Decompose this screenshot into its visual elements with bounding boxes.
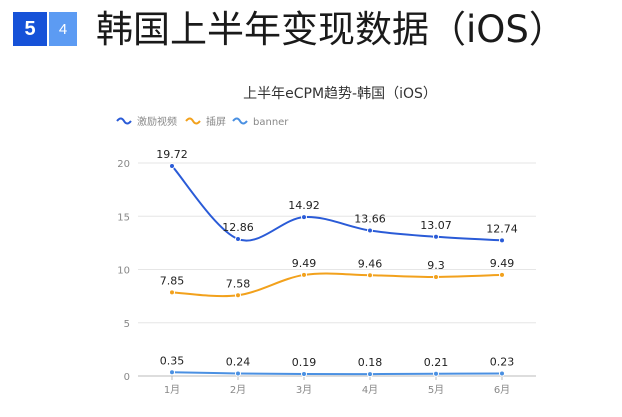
data-point [499,237,505,244]
data-label: 9.49 [292,257,317,270]
series-1: 19.72 12.86 14.92 13.66 13.07 12.74 [156,148,518,244]
x-tick-label: 6月 [494,384,510,396]
data-label: 14.92 [288,199,320,212]
data-point [235,370,241,377]
x-tick-label: 3月 [296,384,312,396]
data-label: 0.18 [358,356,383,369]
data-point [169,369,175,376]
data-label: 19.72 [156,148,188,161]
x-tick-label: 5月 [428,384,444,396]
series-line [171,272,503,298]
data-point [433,273,439,280]
y-tick-label: 5 [124,319,130,330]
chart-grid [138,162,536,377]
y-tick-label: 15 [117,212,130,223]
data-point [433,370,439,377]
data-label: 9.49 [490,257,515,270]
chart-legend: 激励视频 插屏 banner [116,115,289,128]
legend-swatch [185,117,201,125]
series-2: 7.85 7.58 9.49 9.46 9.3 9.49 [160,257,515,299]
data-point [301,214,307,221]
data-point [433,233,439,240]
page-title: 韩国上半年变现数据（iOS） [96,8,566,51]
legend-label: banner [253,117,289,128]
data-point [499,271,505,278]
y-tick-label: 20 [117,159,130,170]
legend-label: 插屏 [206,115,226,128]
series-line [171,371,503,376]
data-label: 9.3 [427,259,445,272]
data-point [235,292,241,299]
section-number-badge: 5 [13,12,47,46]
y-axis-ticks: 0 5 10 15 20 [117,159,130,383]
data-label: 12.86 [222,221,254,234]
data-point [367,227,373,234]
x-tick-label: 2月 [230,384,246,396]
data-label: 0.35 [160,354,185,367]
data-point [169,289,175,296]
data-label: 0.21 [424,356,449,369]
x-axis-ticks: 1月 2月 3月 4月 5月 6月 [164,376,510,396]
y-tick-label: 10 [117,266,130,277]
data-label: 13.66 [354,213,386,226]
data-point [499,370,505,377]
data-label: 12.74 [486,222,518,235]
data-label: 0.19 [292,356,317,369]
data-label: 13.07 [420,219,452,232]
data-point [301,271,307,278]
legend-swatch [232,117,248,125]
subsection-number-badge: 4 [49,12,77,46]
data-label: 9.46 [358,257,383,270]
chart-title: 上半年eCPM趋势-韩国（iOS） [243,86,437,102]
legend-swatch [116,117,132,125]
data-point [367,272,373,279]
data-point [169,162,175,169]
data-point [367,371,373,378]
chart-series: 19.72 12.86 14.92 13.66 13.07 12.74 7.85 7.58 9.… [156,148,518,378]
y-tick-label: 0 [124,372,130,383]
series-3: 0.35 0.24 0.19 0.18 0.21 0.23 [160,354,515,378]
data-point [235,236,241,243]
x-tick-label: 1月 [164,384,180,396]
data-point [301,370,307,377]
data-label: 7.58 [226,277,251,290]
data-label: 0.24 [226,355,251,368]
data-label: 0.23 [490,356,515,369]
legend-label: 激励视频 [137,115,177,128]
x-tick-label: 4月 [362,384,378,396]
data-label: 7.85 [160,274,185,287]
